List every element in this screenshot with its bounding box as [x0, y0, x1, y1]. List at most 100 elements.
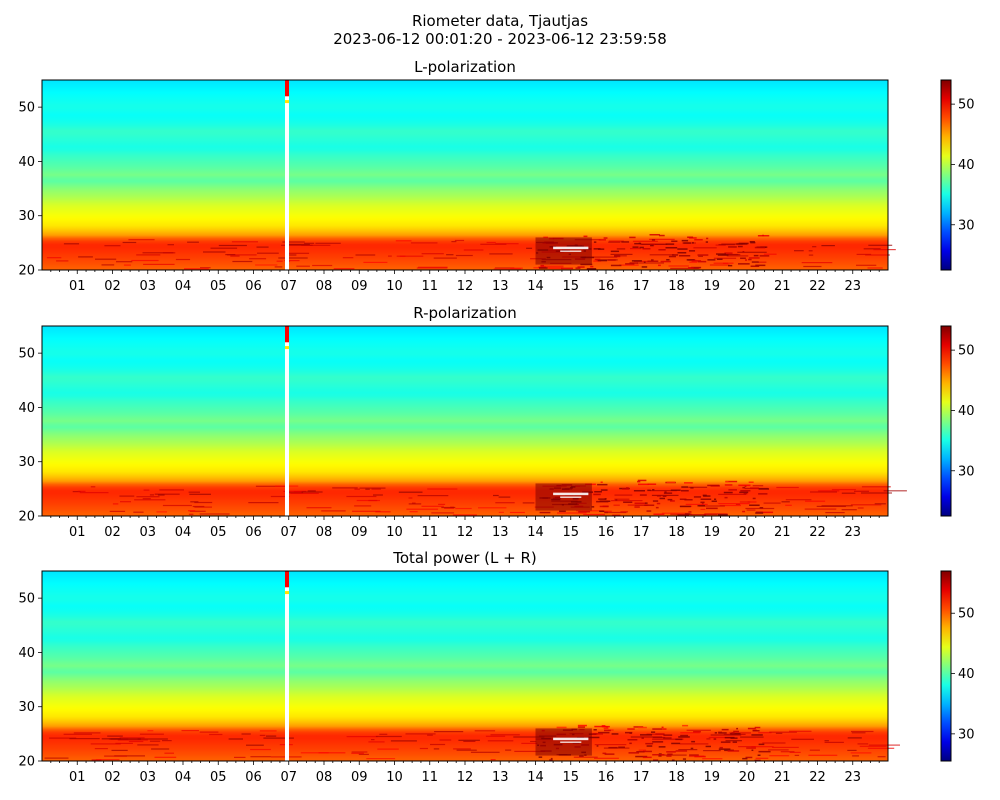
- panel-title: Total power (L + R): [392, 549, 537, 567]
- colorbar-tick-label: 50: [958, 344, 975, 359]
- colorbar: [940, 570, 952, 762]
- x-tick-label: 16: [598, 770, 615, 785]
- x-tick-label: 19: [703, 525, 720, 540]
- x-tick-label: 14: [527, 525, 544, 540]
- x-tick-label: 04: [175, 279, 192, 294]
- x-tick-label: 17: [633, 279, 650, 294]
- x-tick-label: 11: [421, 525, 438, 540]
- x-tick-label: 07: [280, 279, 297, 294]
- heatmap-field: [42, 571, 888, 761]
- colorbar-tick-label: 30: [958, 464, 975, 479]
- x-tick-label: 21: [774, 525, 791, 540]
- y-tick-label: 40: [18, 401, 35, 416]
- data-gap: [284, 326, 289, 516]
- heatmap-field: [42, 326, 888, 516]
- x-tick-label: 23: [844, 525, 861, 540]
- x-tick-label: 14: [527, 770, 544, 785]
- x-tick-label: 17: [633, 770, 650, 785]
- x-tick-label: 03: [139, 770, 156, 785]
- x-tick-label: 19: [703, 279, 720, 294]
- y-tick-label: 30: [18, 700, 35, 715]
- x-tick-label: 06: [245, 770, 262, 785]
- x-tick-label: 20: [739, 770, 756, 785]
- colorbar-tick-label: 40: [958, 667, 975, 682]
- x-tick-label: 03: [139, 279, 156, 294]
- x-tick-label: 22: [809, 525, 826, 540]
- y-tick-label: 20: [18, 755, 35, 770]
- x-tick-label: 01: [69, 770, 86, 785]
- y-tick-label: 30: [18, 455, 35, 470]
- x-tick-label: 15: [562, 525, 579, 540]
- x-tick-label: 02: [104, 770, 121, 785]
- x-tick-label: 23: [844, 279, 861, 294]
- x-tick-label: 15: [562, 770, 579, 785]
- panel-3: Total power (L + R) 01 02 03 04 05 06 07 08 09 10 1…: [18, 549, 974, 785]
- figure-subtitle: 2023-06-12 00:01:20 - 2023-06-12 23:59:5…: [333, 30, 667, 48]
- x-tick-label: 20: [739, 279, 756, 294]
- panel-2: R-polarization 01 02 03 04 05 06 07 08 09 10 11 12 13…: [18, 304, 974, 540]
- colorbar-tick-label: 50: [958, 607, 975, 622]
- x-tick-label: 20: [739, 525, 756, 540]
- x-tick-label: 21: [774, 770, 791, 785]
- colorbar-tick-label: 40: [958, 404, 975, 419]
- x-tick-label: 08: [316, 525, 333, 540]
- x-tick-label: 18: [668, 279, 685, 294]
- colorbar-tick-label: 30: [958, 727, 975, 742]
- x-tick-label: 03: [139, 525, 156, 540]
- panel-title: L-polarization: [414, 58, 516, 76]
- x-tick-label: 09: [351, 770, 368, 785]
- x-tick-label: 16: [598, 279, 615, 294]
- x-tick-label: 22: [809, 770, 826, 785]
- x-tick-label: 05: [210, 770, 227, 785]
- y-tick-label: 20: [18, 264, 35, 279]
- x-tick-label: 06: [245, 279, 262, 294]
- heatmap-texture: [72, 479, 907, 517]
- x-tick-label: 04: [175, 525, 192, 540]
- x-tick-label: 12: [457, 279, 474, 294]
- panel-title: R-polarization: [413, 304, 516, 322]
- colorbar-tick-label: 40: [958, 158, 975, 173]
- x-tick-label: 15: [562, 279, 579, 294]
- x-tick-label: 18: [668, 770, 685, 785]
- colorbar-tick-label: 30: [958, 218, 975, 233]
- heatmap-texture: [46, 234, 896, 270]
- x-tick-label: 09: [351, 525, 368, 540]
- x-tick-label: 14: [527, 279, 544, 294]
- x-tick-label: 21: [774, 279, 791, 294]
- x-tick-label: 10: [386, 525, 403, 540]
- x-tick-label: 12: [457, 770, 474, 785]
- x-tick-label: 11: [421, 279, 438, 294]
- x-tick-label: 05: [210, 279, 227, 294]
- x-tick-label: 10: [386, 770, 403, 785]
- y-tick-label: 40: [18, 646, 35, 661]
- x-tick-label: 10: [386, 279, 403, 294]
- x-tick-label: 18: [668, 525, 685, 540]
- y-tick-label: 50: [18, 101, 35, 116]
- y-tick-label: 40: [18, 155, 35, 170]
- x-tick-label: 01: [69, 279, 86, 294]
- x-tick-label: 07: [280, 525, 297, 540]
- x-tick-label: 13: [492, 525, 509, 540]
- x-tick-label: 08: [316, 279, 333, 294]
- x-tick-label: 02: [104, 279, 121, 294]
- x-tick-label: 13: [492, 279, 509, 294]
- x-tick-label: 01: [69, 525, 86, 540]
- y-tick-label: 20: [18, 510, 35, 525]
- y-tick-label: 50: [18, 347, 35, 362]
- x-tick-label: 12: [457, 525, 474, 540]
- x-tick-label: 23: [844, 770, 861, 785]
- x-tick-label: 16: [598, 525, 615, 540]
- x-tick-label: 07: [280, 770, 297, 785]
- y-tick-label: 50: [18, 592, 35, 607]
- x-tick-label: 05: [210, 525, 227, 540]
- x-tick-label: 19: [703, 770, 720, 785]
- colorbar: [940, 325, 952, 517]
- x-tick-label: 09: [351, 279, 368, 294]
- x-tick-label: 13: [492, 770, 509, 785]
- x-tick-label: 02: [104, 525, 121, 540]
- colorbar: [940, 79, 952, 271]
- colorbar-tick-label: 50: [958, 98, 975, 113]
- figure-title: Riometer data, Tjautjas: [411, 12, 589, 30]
- data-gap: [284, 571, 289, 761]
